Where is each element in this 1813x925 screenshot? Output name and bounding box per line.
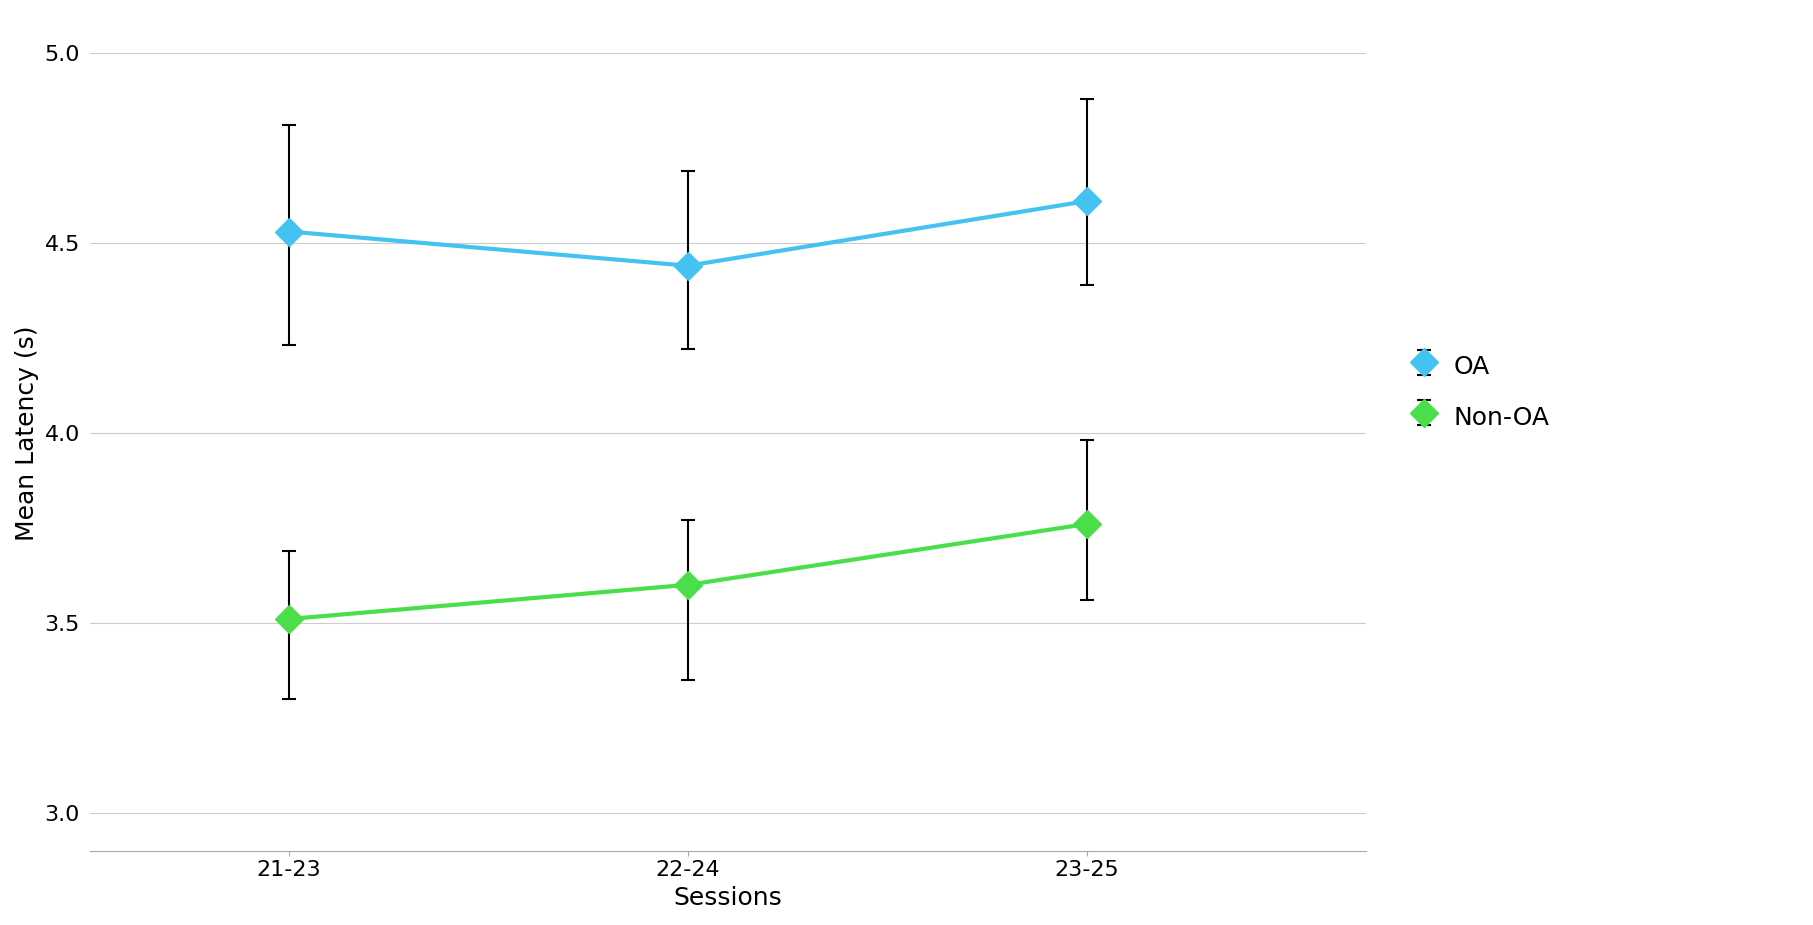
X-axis label: Sessions: Sessions [673,886,781,910]
Y-axis label: Mean Latency (s): Mean Latency (s) [15,325,40,540]
Legend: OA, Non-OA: OA, Non-OA [1403,340,1559,441]
